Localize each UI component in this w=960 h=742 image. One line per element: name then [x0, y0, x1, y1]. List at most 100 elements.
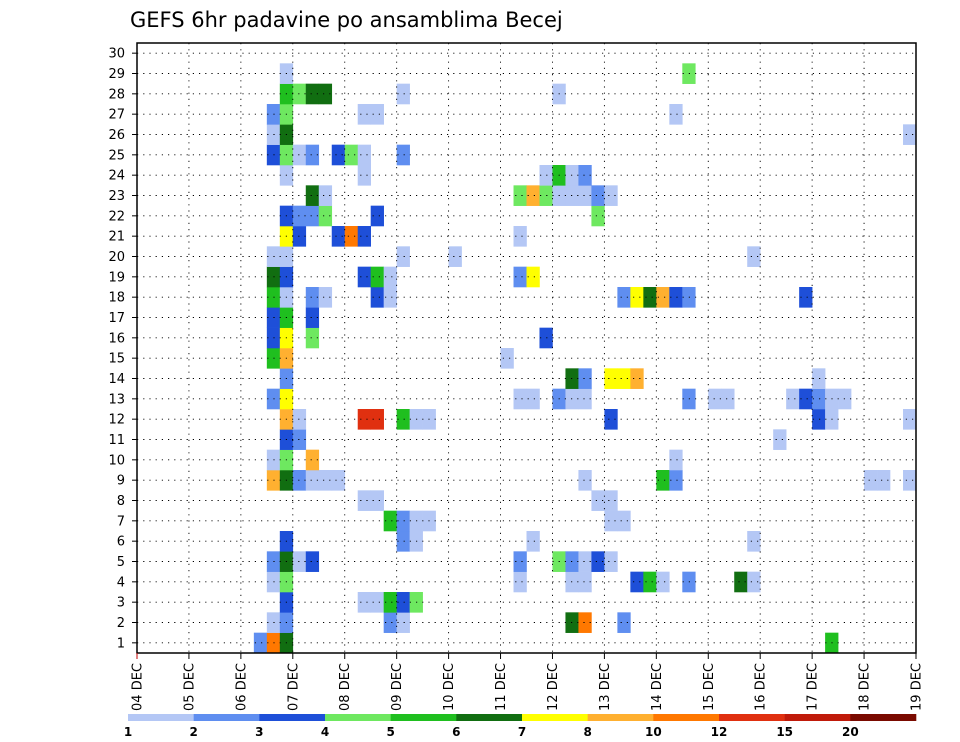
- y-tick-label: 24: [108, 169, 125, 184]
- heatmap-cell: [578, 185, 592, 206]
- colorbar-swatch: [522, 714, 588, 721]
- heatmap-cell: [799, 287, 813, 308]
- heatmap-cell: [630, 368, 644, 389]
- colorbar-label: 20: [842, 725, 859, 739]
- heatmap-cell: [318, 205, 333, 227]
- heatmap-cell: [812, 409, 826, 430]
- heatmap-cell: [383, 266, 397, 288]
- heatmap-cell: [617, 368, 631, 389]
- heatmap-cell: [396, 83, 410, 105]
- y-tick-label: 3: [117, 596, 125, 611]
- heatmap-cell: [305, 83, 320, 105]
- heatmap-cell: [656, 287, 670, 308]
- heatmap-cell: [747, 246, 761, 267]
- colorbar-label: 6: [452, 725, 460, 739]
- heatmap-cell: [799, 388, 813, 410]
- x-tick-label: 15 DEC: [702, 663, 717, 711]
- x-tick-label: 06 DEC: [234, 663, 249, 711]
- y-tick-label: 1: [117, 636, 125, 651]
- heatmap-cell: [513, 266, 527, 288]
- y-tick-label: 15: [108, 352, 125, 367]
- y-tick-label: 7: [117, 514, 125, 529]
- heatmap-cell: [604, 510, 618, 532]
- heatmap-cell: [604, 368, 618, 389]
- heatmap-cell: [305, 449, 320, 471]
- heatmap-cell: [578, 470, 592, 491]
- heatmap-cell: [305, 144, 320, 166]
- heatmap-cell: [526, 531, 540, 552]
- x-tick-label: 05 DEC: [182, 663, 197, 711]
- heatmap-cell: [578, 368, 592, 389]
- heatmap-cell: [396, 531, 410, 552]
- colorbar-swatch: [587, 714, 654, 721]
- heatmap-cell: [513, 571, 527, 593]
- heatmap-cell: [357, 490, 371, 511]
- y-tick-label: 27: [108, 108, 125, 123]
- heatmap-cell: [357, 592, 371, 613]
- heatmap-cell: [591, 490, 605, 511]
- colorbar-swatch: [193, 714, 260, 721]
- y-tick-label: 2: [117, 616, 125, 631]
- heatmap-cell: [396, 144, 410, 166]
- y-tick-label: 18: [108, 291, 125, 306]
- heatmap-cell: [305, 205, 320, 227]
- heatmap-cell: [383, 592, 397, 613]
- heatmap-cell: [292, 226, 307, 247]
- y-tick-label: 6: [117, 535, 125, 550]
- colorbar-label: 2: [189, 725, 197, 739]
- y-tick-label: 17: [108, 311, 125, 326]
- heatmap-cell: [370, 287, 384, 308]
- heatmap-cell: [305, 287, 320, 308]
- heatmap-cell: [578, 612, 592, 633]
- heatmap-cell: [669, 449, 683, 471]
- plot-frame: [136, 42, 917, 654]
- heatmap-cell: [539, 165, 553, 186]
- heatmap-cell: [370, 490, 384, 511]
- y-tick-label: 16: [108, 331, 125, 346]
- heatmap-cell: [305, 307, 320, 328]
- colorbar-label: 4: [321, 725, 329, 739]
- colorbar-label: 1: [124, 725, 132, 739]
- heatmap-cell: [370, 266, 384, 288]
- heatmap-cell: [903, 470, 917, 491]
- heatmap-cell: [526, 266, 540, 288]
- y-tick-label: 12: [108, 413, 125, 428]
- heatmap-cell: [578, 388, 592, 410]
- y-tick-label: 4: [117, 575, 125, 590]
- heatmap-cell: [448, 246, 462, 267]
- heatmap-cell: [903, 409, 917, 430]
- heatmap-cell: [747, 531, 761, 552]
- heatmap-cell: [292, 409, 307, 430]
- heatmap-cell: [370, 409, 384, 430]
- y-tick-label: 9: [117, 474, 125, 489]
- heatmap-cell: [292, 470, 307, 491]
- y-tick-label: 23: [108, 189, 125, 204]
- x-tick-label: 08 DEC: [338, 663, 353, 711]
- heatmap-cell: [357, 144, 371, 166]
- heatmap-cell: [591, 551, 605, 572]
- heatmap-cell: [669, 470, 683, 491]
- heatmap-cell: [292, 551, 307, 572]
- heatmap-cell: [656, 571, 670, 593]
- heatmap-cell: [370, 592, 384, 613]
- grid-lines: [137, 43, 916, 653]
- colorbar-swatch: [456, 714, 523, 721]
- heatmap-cell: [630, 571, 644, 593]
- y-tick-label: 29: [108, 67, 125, 82]
- colorbar-swatch: [128, 714, 194, 721]
- x-tick-label: 13 DEC: [598, 663, 613, 711]
- heatmap-cell: [630, 287, 644, 308]
- heatmap-cell: [656, 470, 670, 491]
- y-tick-label: 11: [108, 433, 125, 448]
- colorbar-swatch: [325, 714, 391, 721]
- heatmap-cell: [383, 287, 397, 308]
- heatmap-cell: [396, 510, 410, 532]
- heatmap-cell: [513, 185, 527, 206]
- heatmap-cell: [591, 185, 605, 206]
- heatmap-cell: [500, 348, 514, 369]
- heatmap-cell: [305, 470, 320, 491]
- x-tick-label: 09 DEC: [390, 663, 405, 711]
- heatmap-cell: [383, 510, 397, 532]
- y-tick-label: 22: [108, 209, 125, 224]
